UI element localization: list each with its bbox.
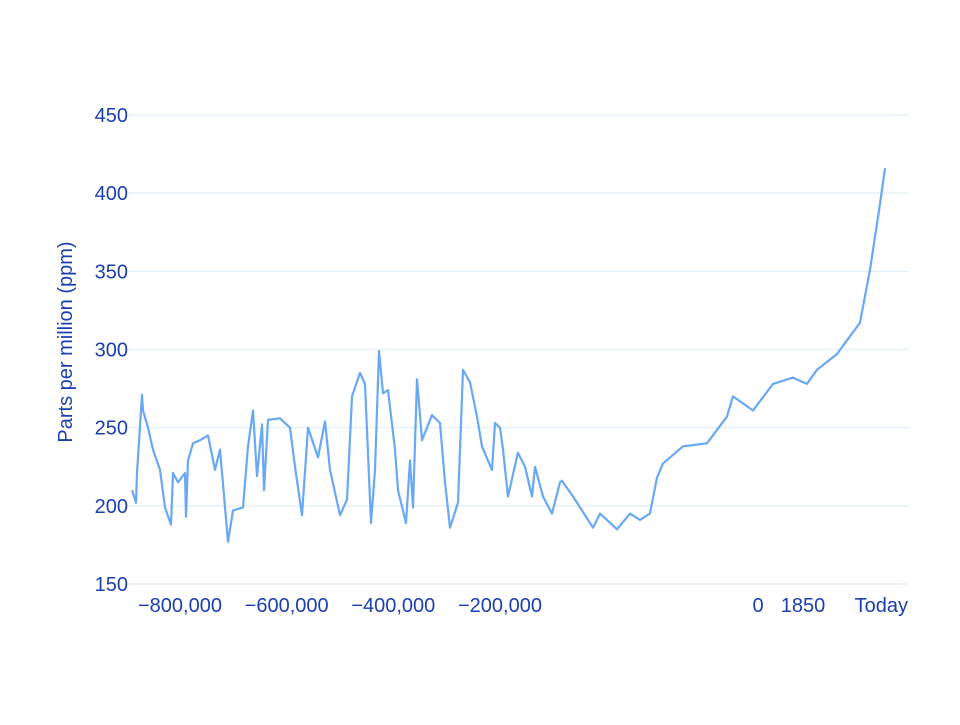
y-tick-label: 400 bbox=[95, 183, 128, 205]
x-tick-label: 0 bbox=[752, 595, 763, 617]
co2-series-line bbox=[130, 168, 887, 543]
y-tick-label: 300 bbox=[95, 340, 128, 362]
y-tick-label: 350 bbox=[95, 261, 128, 283]
x-tick-label: −600,000 bbox=[245, 595, 329, 617]
y-tick-label: 450 bbox=[95, 105, 128, 127]
y-tick-label: 250 bbox=[95, 418, 128, 440]
gridlines bbox=[128, 114, 908, 585]
x-tick-label: −400,000 bbox=[351, 595, 435, 617]
x-axis-ticks: −800,000 −600,000 −400,000 −200,000 0 1850 Tod… bbox=[138, 595, 908, 617]
y-tick-label: 200 bbox=[95, 496, 128, 518]
x-tick-label: −800,000 bbox=[138, 595, 222, 617]
y-axis-label: Parts per million (ppm) bbox=[55, 241, 77, 442]
x-tick-label: Today bbox=[855, 595, 908, 617]
y-axis-ticks: 150 200 250 300 350 400 450 bbox=[95, 105, 128, 596]
x-tick-label: 1850 bbox=[781, 595, 826, 617]
y-tick-label: 150 bbox=[95, 574, 128, 596]
x-tick-label: −200,000 bbox=[458, 595, 542, 617]
